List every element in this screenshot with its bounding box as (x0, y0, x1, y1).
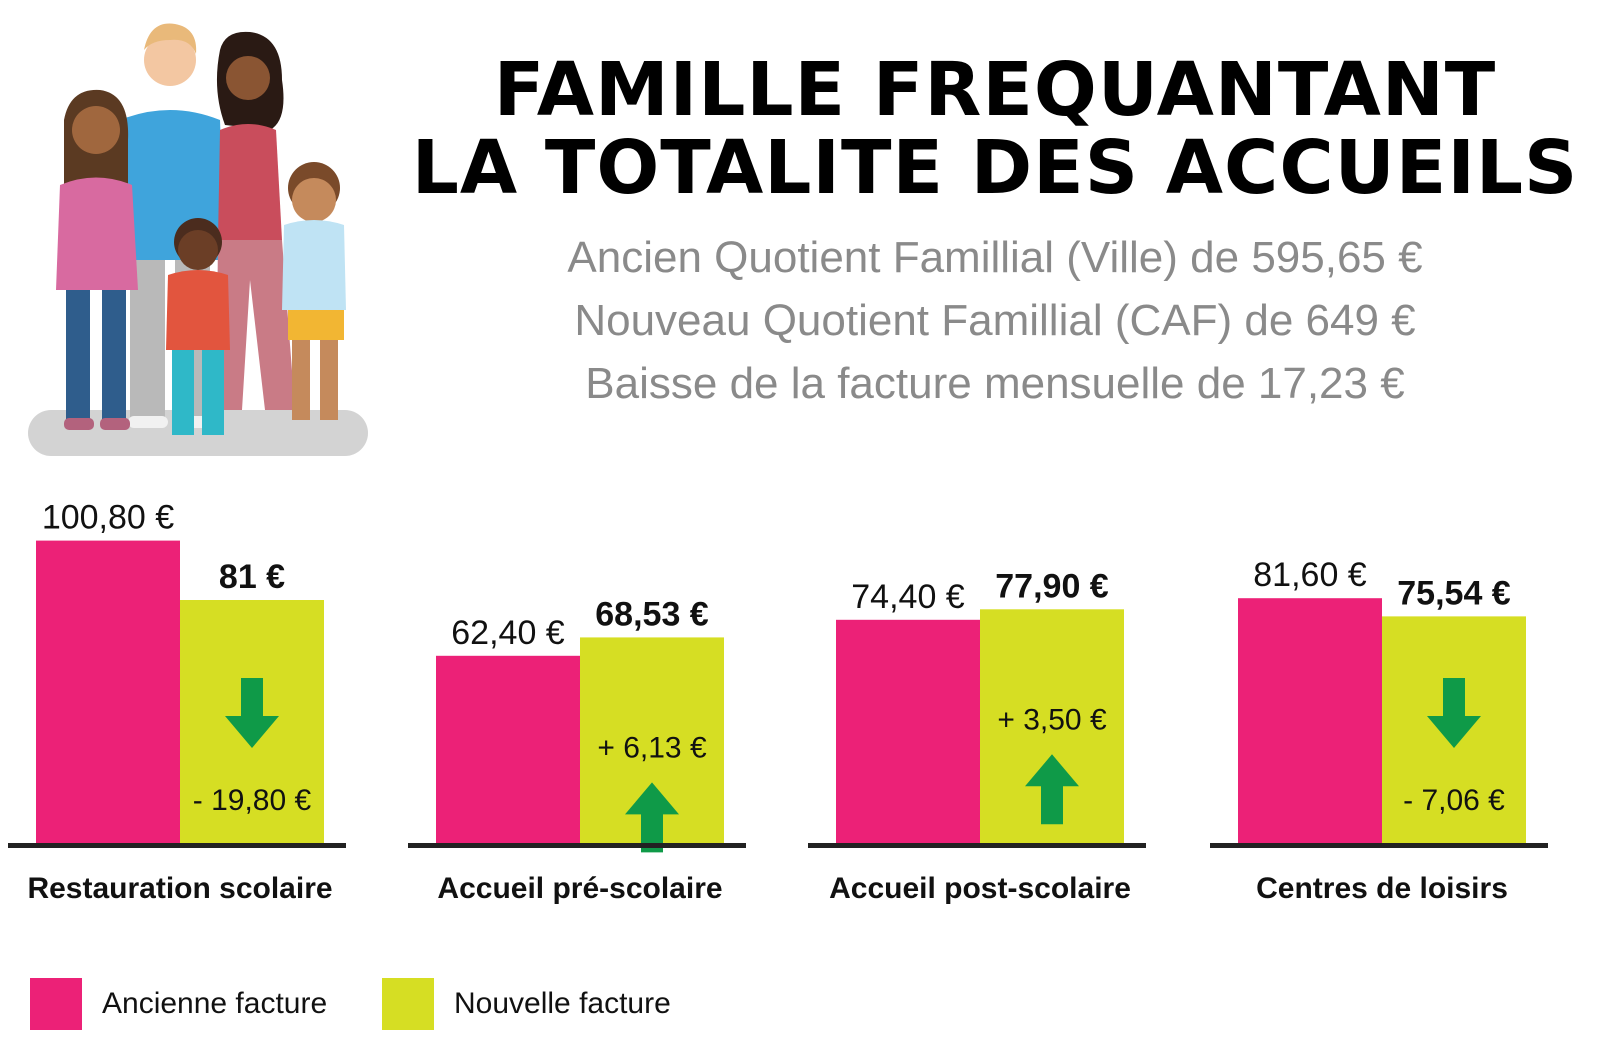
axis-line-0 (8, 843, 346, 848)
arrow-down-icon-3 (1427, 678, 1481, 748)
legend-label-new: Nouvelle facture (454, 987, 671, 1020)
category-label-1: Accueil pré-scolaire (437, 872, 722, 905)
legend-label-old: Ancienne facture (102, 987, 328, 1020)
value-label-new-3: 75,54 € (1397, 574, 1511, 612)
subtitle-old-quotient: Ancien Quotient Famillial (Ville) de 595… (567, 233, 1423, 282)
value-label-new-1: 68,53 € (595, 595, 709, 633)
arrow-up-icon-1 (625, 782, 679, 853)
legend-swatch-new (382, 978, 434, 1030)
value-label-old-3: 81,60 € (1253, 556, 1367, 594)
category-label-2: Accueil post-scolaire (829, 872, 1131, 905)
arrow-down-icon-0 (225, 678, 279, 748)
axis-line-2 (808, 843, 1146, 848)
value-label-old-2: 74,40 € (851, 578, 965, 616)
value-label-new-0: 81 € (219, 558, 285, 596)
difference-label-0: - 19,80 € (193, 784, 312, 817)
subtitle-new-quotient: Nouveau Quotient Famillial (CAF) de 649 … (574, 296, 1416, 345)
bar-old-0 (36, 540, 180, 843)
legend-swatch-old (30, 978, 82, 1030)
boy-figure-center (166, 218, 230, 435)
value-label-old-0: 100,80 € (42, 499, 174, 537)
bar-old-1 (436, 655, 580, 843)
category-label-3: Centres de loisirs (1256, 872, 1508, 905)
value-label-old-1: 62,40 € (451, 614, 565, 652)
boy-figure-right (282, 162, 346, 420)
bar-charts: 100,80 € 81 € - 19,80 € Restauration scolai… (8, 499, 1548, 905)
axis-line-1 (408, 843, 746, 848)
page-title-line-1: FAMILLE FREQUANTANT (493, 47, 1497, 133)
page-title-line-2: LA TOTALITE DES ACCUEILS (411, 125, 1579, 211)
mother-figure (216, 31, 295, 410)
bar-old-2 (836, 619, 980, 843)
family-illustration (28, 23, 368, 456)
difference-label-2: + 3,50 € (997, 703, 1107, 736)
difference-label-3: - 7,06 € (1403, 784, 1505, 817)
axis-line-3 (1210, 843, 1548, 848)
category-label-0: Restauration scolaire (27, 872, 332, 905)
difference-label-1: + 6,13 € (597, 731, 707, 764)
arrow-up-icon-2 (1025, 754, 1079, 825)
girl-figure (56, 89, 138, 430)
subtitle-invoice-drop: Baisse de la facture mensuelle de 17,23 … (585, 359, 1405, 408)
bar-old-3 (1238, 598, 1382, 843)
value-label-new-2: 77,90 € (995, 567, 1109, 605)
